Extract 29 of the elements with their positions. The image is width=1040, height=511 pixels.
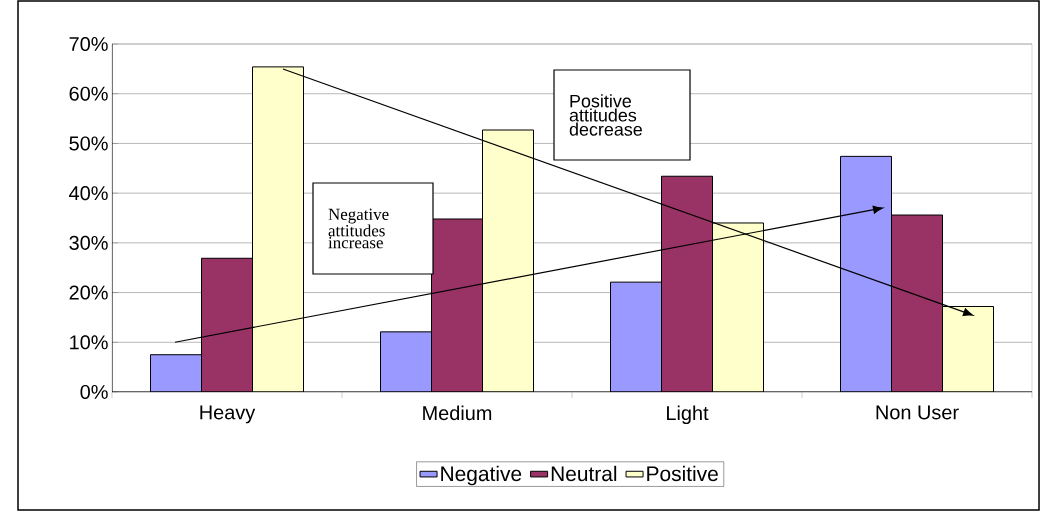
y-tick-label: 70% xyxy=(69,36,108,52)
y-tick-label: 0% xyxy=(80,384,108,400)
bar xyxy=(942,305,995,392)
y-tick-label: 10% xyxy=(70,335,108,350)
x-tick-label: Non User xyxy=(876,405,959,420)
y-tick-label: 20% xyxy=(69,285,108,300)
x-tick-label: Heavy xyxy=(200,405,256,424)
bar xyxy=(150,354,202,392)
legend-label: Neutral xyxy=(551,465,617,482)
bar xyxy=(840,155,893,392)
annotation: Negative attitudes increase xyxy=(328,208,389,249)
annotation: Positive attitudes decrease xyxy=(569,94,642,136)
y-tick-label: 50% xyxy=(69,136,108,151)
bar xyxy=(482,130,534,392)
x-tick-label: Medium xyxy=(423,405,492,421)
x-tick-label: Light xyxy=(667,405,709,425)
y-tick-label: 40% xyxy=(69,186,108,201)
bar xyxy=(610,282,662,392)
bar xyxy=(431,219,483,392)
bar xyxy=(661,176,713,392)
bar xyxy=(891,214,944,392)
bar xyxy=(380,331,432,392)
legend-label: Negative xyxy=(441,465,522,486)
bar xyxy=(252,66,304,392)
y-tick-label: 30% xyxy=(69,235,108,250)
y-tick-label: 60% xyxy=(69,86,108,101)
legend-label: Positive xyxy=(647,465,718,482)
bar xyxy=(201,258,253,392)
bar xyxy=(712,222,764,392)
